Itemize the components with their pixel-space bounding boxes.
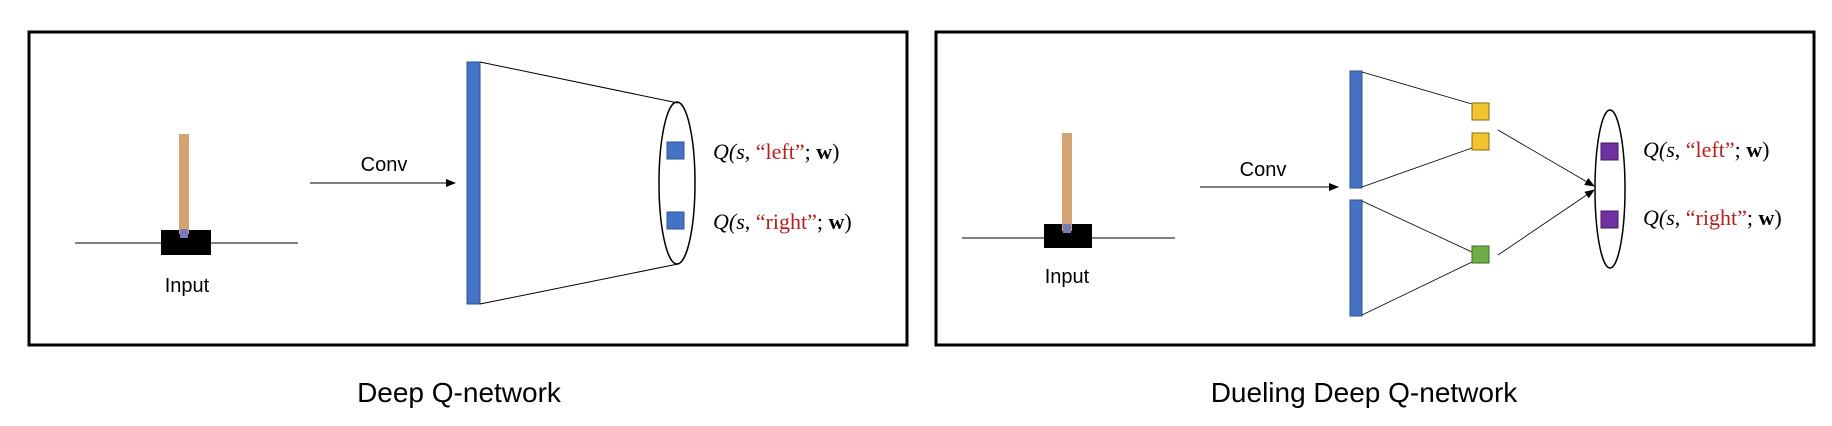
value-stream-layer (1349, 199, 1363, 317)
funnel-bottom-line (479, 263, 679, 305)
q-right-node (666, 211, 685, 230)
conv-label: Conv (1240, 159, 1287, 181)
value-node (1471, 245, 1490, 264)
left-panel-frame (27, 30, 909, 347)
advantage-bottom-line (1361, 147, 1473, 188)
input-label: Input (165, 275, 210, 297)
q-right-node (1600, 210, 1619, 229)
left-panel: Input Conv Q(s, “left”; w) Q(s, “right”;… (27, 30, 909, 347)
value-top-line (1361, 200, 1473, 253)
cartpole-icon (962, 133, 1175, 248)
pole-joint (1063, 224, 1071, 233)
cartpole-icon (75, 134, 298, 255)
advantage-node-1 (1471, 102, 1490, 121)
left-caption: Deep Q-network (357, 377, 562, 408)
q-right-label: Q(s, “right”; w) (1643, 205, 1782, 230)
value-aggregate-arrow (1497, 189, 1595, 256)
right-panel: Input Conv Q(s, “left”; w) Q(s, “right”;… (934, 30, 1816, 347)
q-left-node (666, 141, 685, 160)
output-ellipse (658, 101, 696, 265)
advantage-aggregate-arrow (1497, 129, 1595, 187)
pole-joint (180, 229, 188, 238)
conv-layer (466, 61, 481, 305)
input-label: Input (1045, 266, 1090, 288)
advantage-node-2 (1471, 132, 1490, 151)
pole (1062, 133, 1072, 231)
value-bottom-line (1361, 261, 1473, 316)
advantage-stream-layer (1349, 70, 1363, 189)
q-left-node (1600, 142, 1619, 161)
right-caption: Dueling Deep Q-network (1211, 377, 1519, 408)
q-right-label: Q(s, “right”; w) (713, 209, 852, 234)
q-left-label: Q(s, “left”; w) (713, 139, 839, 164)
output-ellipse (1594, 109, 1626, 269)
right-panel-frame (934, 30, 1816, 347)
q-left-label: Q(s, “left”; w) (1643, 137, 1769, 162)
conv-label: Conv (361, 154, 408, 176)
advantage-top-line (1361, 71, 1473, 105)
pole (179, 134, 189, 234)
funnel-top-line (479, 61, 679, 104)
